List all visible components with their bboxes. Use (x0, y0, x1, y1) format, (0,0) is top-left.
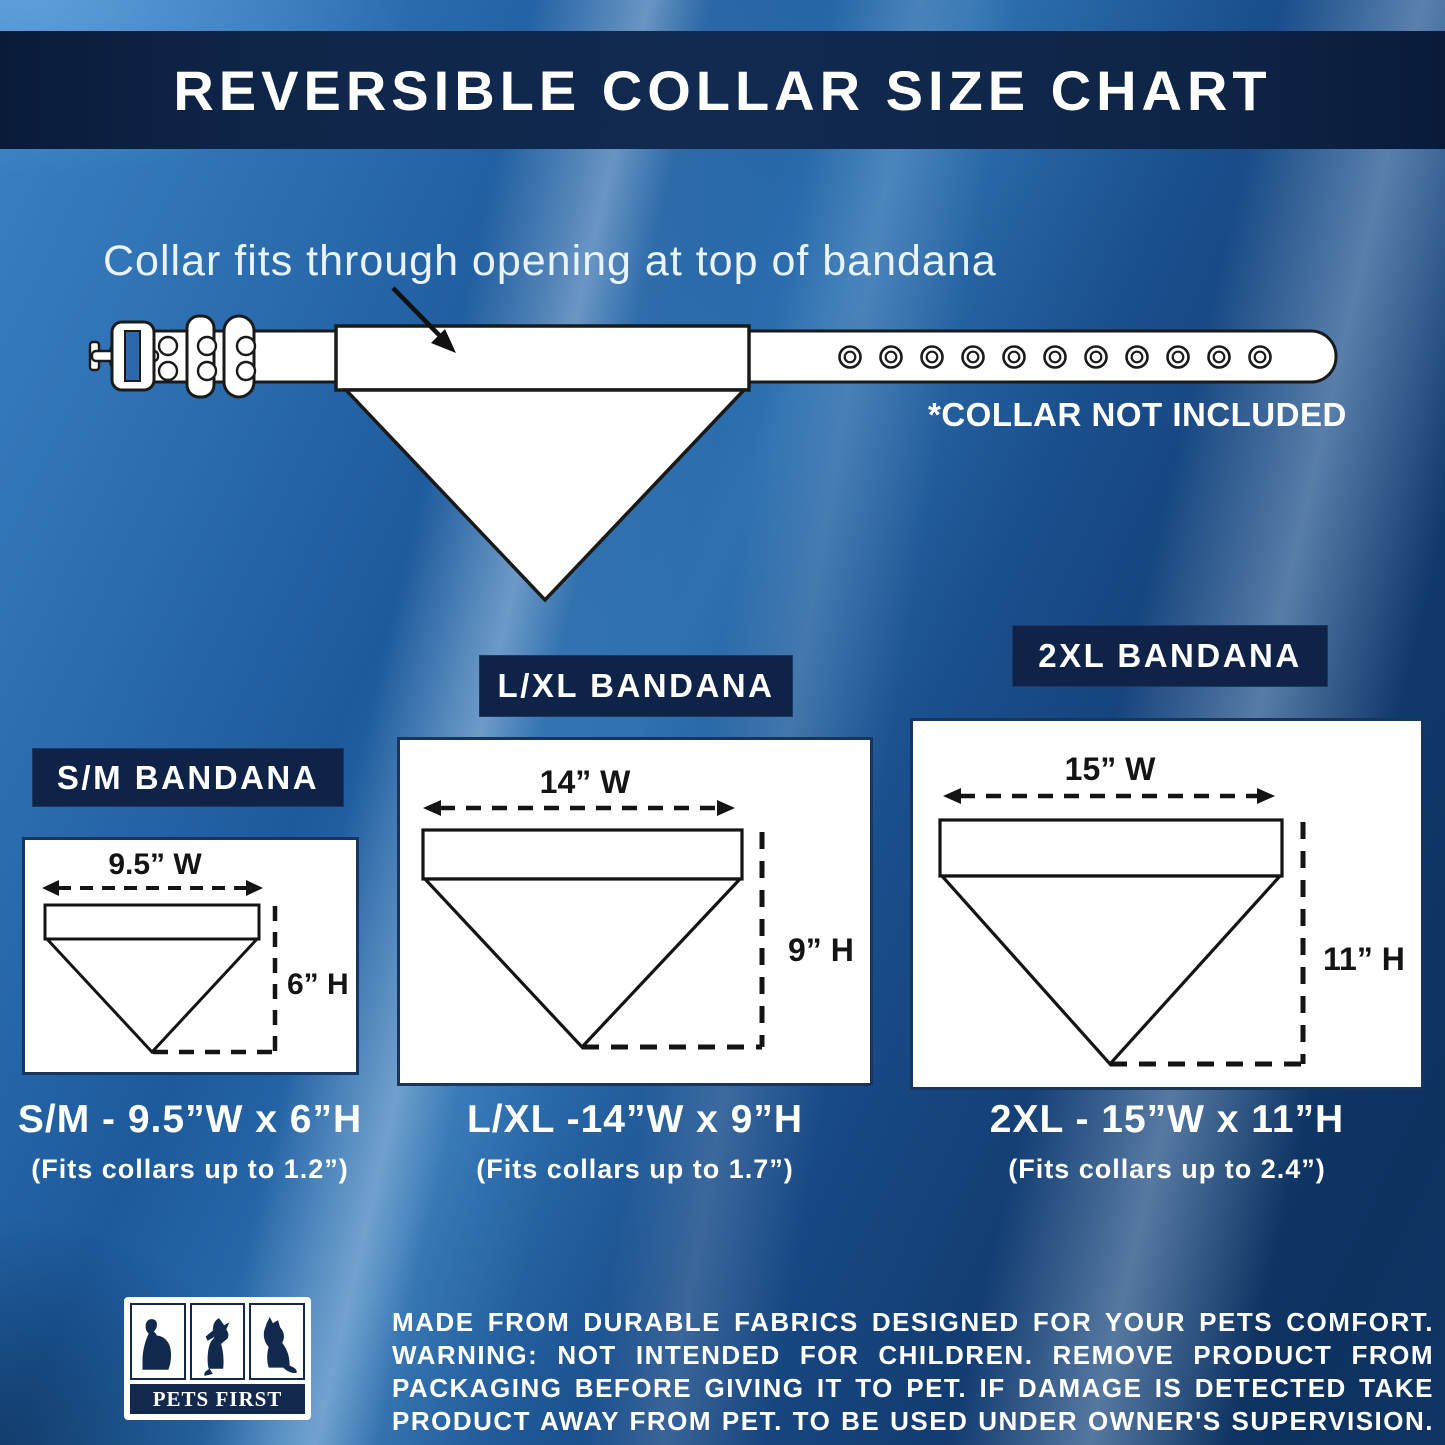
disclaimer-text: MADE FROM DURABLE FABRICS DESIGNED FOR Y… (392, 1306, 1434, 1438)
size-diagram-sm (42, 880, 278, 1055)
size-label-lxl: L/XL BANDANA (479, 655, 793, 717)
collar-caption: Collar fits through opening at top of ba… (103, 237, 997, 285)
width-label-sm: 9.5” W (108, 848, 202, 881)
disclaimer-line: PACKAGING BEFORE GIVING IT TO PET. IF DA… (392, 1373, 1434, 1403)
pointer-arrow-icon (391, 286, 456, 353)
size-label-2xl: 2XL BANDANA (1012, 625, 1328, 687)
disclaimer-line: PRODUCT AWAY FROM PET. TO BE USED UNDER … (392, 1406, 1434, 1436)
logo-dog-cells (130, 1303, 306, 1380)
buckle-icon (88, 314, 257, 399)
size-caption-sm: S/M - 9.5”W x 6”H (Fits collars up to 1.… (10, 1098, 370, 1185)
size-summary-lxl: L/XL -14”W x 9”H (466, 1098, 804, 1141)
size-caption-2xl: 2XL - 15”W x 11”H (Fits collars up to 2.… (910, 1098, 1424, 1185)
title-banner: REVERSIBLE COLLAR SIZE CHART (0, 31, 1445, 149)
size-summary-2xl: 2XL - 15”W x 11”H (989, 1098, 1345, 1141)
pets-first-logo: PETS FIRST (124, 1297, 311, 1420)
bandana-triangle (341, 388, 749, 603)
collar-note: *COLLAR NOT INCLUDED (928, 396, 1347, 433)
width-label-2xl: 15” W (1064, 751, 1156, 787)
size-caption-lxl: L/XL -14”W x 9”H (Fits collars up to 1.7… (397, 1098, 873, 1185)
size-label-sm: S/M BANDANA (32, 748, 344, 807)
size-fits-lxl: (Fits collars up to 1.7”) (476, 1154, 794, 1184)
dog-silhouette-icon (130, 1303, 186, 1380)
size-fits-sm: (Fits collars up to 1.2”) (31, 1154, 349, 1184)
size-panel-sm: 9.5” W 6” H (22, 837, 359, 1075)
disclaimer-line: MADE FROM DURABLE FABRICS DESIGNED FOR Y… (392, 1307, 1434, 1337)
size-diagram-2xl (938, 788, 1306, 1067)
disclaimer-line: WARNING: NOT INTENDED FOR CHILDREN. REMO… (392, 1340, 1434, 1370)
logo-brand-text: PETS FIRST (130, 1384, 305, 1414)
size-panel-2xl: 15” W 11” H (910, 718, 1424, 1090)
size-panel-lxl: 14” W 9” H (397, 737, 873, 1086)
page-title: REVERSIBLE COLLAR SIZE CHART (173, 58, 1272, 122)
height-label-sm: 6” H (287, 968, 349, 1001)
bandana-sleeve (334, 324, 751, 392)
collar-illustration (88, 286, 1338, 603)
dog-silhouette-icon (189, 1303, 246, 1380)
size-diagram-lxl (421, 800, 765, 1050)
height-label-lxl: 9” H (788, 932, 854, 968)
width-label-lxl: 14” W (539, 764, 631, 800)
height-label-2xl: 11” H (1323, 941, 1405, 977)
size-fits-2xl: (Fits collars up to 2.4”) (1008, 1154, 1326, 1184)
dog-silhouette-icon (249, 1303, 306, 1380)
size-summary-sm: S/M - 9.5”W x 6”H (17, 1098, 363, 1141)
